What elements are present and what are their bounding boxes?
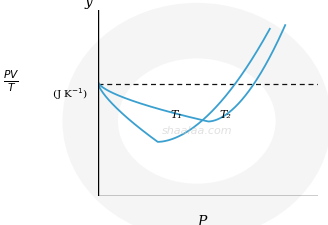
Text: T₂: T₂: [219, 110, 231, 119]
Text: y: y: [85, 0, 92, 9]
Text: $\frac{PV}{T}$: $\frac{PV}{T}$: [3, 68, 20, 93]
Text: (J K$^{-1}$): (J K$^{-1}$): [52, 86, 88, 102]
Text: T₁: T₁: [171, 110, 183, 119]
Text: shaalaa.com: shaalaa.com: [161, 126, 232, 135]
Text: P: P: [197, 214, 206, 225]
